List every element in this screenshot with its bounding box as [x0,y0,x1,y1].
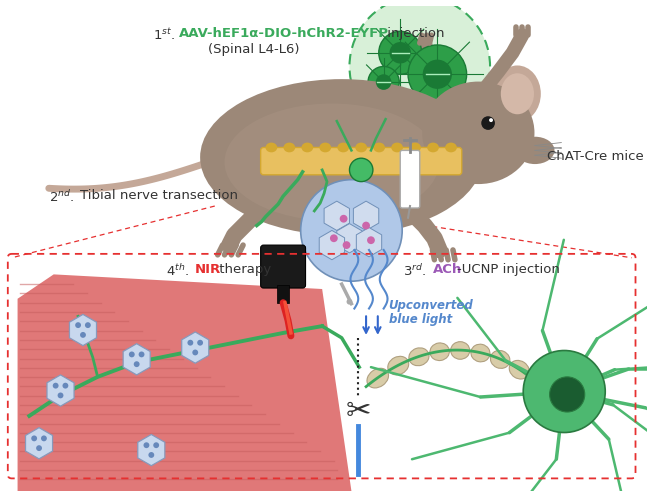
Ellipse shape [302,143,313,153]
Circle shape [300,180,402,281]
Circle shape [489,118,493,122]
Text: NIR: NIR [195,262,221,276]
Circle shape [149,452,154,458]
Ellipse shape [501,73,534,114]
Circle shape [367,236,375,244]
Ellipse shape [391,143,403,153]
Circle shape [188,340,194,345]
Circle shape [379,31,422,74]
Ellipse shape [225,103,440,221]
Circle shape [423,60,452,89]
Ellipse shape [509,360,529,379]
Text: 1$^{st}$.: 1$^{st}$. [153,27,177,43]
Circle shape [53,383,58,389]
Ellipse shape [409,348,429,366]
Ellipse shape [471,344,490,362]
Text: ACh: ACh [432,262,461,276]
Ellipse shape [430,343,450,360]
Text: ✂: ✂ [345,397,371,425]
Circle shape [192,349,198,355]
Circle shape [339,215,347,223]
FancyBboxPatch shape [261,245,306,288]
Polygon shape [18,274,351,491]
Circle shape [523,350,605,432]
Circle shape [347,299,353,305]
Circle shape [153,442,159,448]
Text: blue light: blue light [389,314,452,327]
Ellipse shape [200,79,483,235]
Text: 3$^{rd}$.: 3$^{rd}$. [403,262,428,278]
Circle shape [550,377,585,412]
FancyBboxPatch shape [400,151,420,208]
Text: AAV-hEF1α-DIO-hChR2-EYFP: AAV-hEF1α-DIO-hChR2-EYFP [178,27,389,40]
Ellipse shape [337,143,349,153]
Circle shape [349,0,490,137]
Text: Upconverted: Upconverted [389,299,473,312]
Circle shape [389,42,411,64]
Circle shape [62,383,68,389]
Circle shape [139,351,145,357]
Ellipse shape [355,143,367,153]
Text: 4$^{th}$.: 4$^{th}$. [166,262,190,278]
Circle shape [362,222,370,230]
Circle shape [75,322,81,328]
Text: -UCNP injection: -UCNP injection [457,262,560,276]
Text: (Spinal L4-L6): (Spinal L4-L6) [208,43,300,56]
Text: therapy: therapy [215,262,271,276]
FancyBboxPatch shape [277,285,289,303]
Ellipse shape [445,143,457,153]
Circle shape [368,67,399,98]
Circle shape [330,235,337,242]
Ellipse shape [367,368,389,388]
Circle shape [408,45,467,103]
Text: 2$^{nd}$.: 2$^{nd}$. [49,189,76,205]
Circle shape [129,351,135,357]
Ellipse shape [491,350,510,368]
Circle shape [85,322,91,328]
Ellipse shape [373,143,385,153]
Ellipse shape [427,143,439,153]
Circle shape [197,340,203,345]
Ellipse shape [320,143,331,153]
Ellipse shape [451,341,470,359]
Ellipse shape [515,137,554,164]
Circle shape [80,332,86,338]
Ellipse shape [494,66,541,122]
Circle shape [143,442,149,448]
Circle shape [343,241,351,249]
Circle shape [349,158,373,181]
Text: ChAT-Cre mice: ChAT-Cre mice [547,151,643,164]
Circle shape [134,361,140,367]
Circle shape [41,435,47,441]
Circle shape [31,435,37,441]
Text: Tibial nerve transection: Tibial nerve transection [80,189,238,202]
Circle shape [36,445,42,451]
FancyBboxPatch shape [261,148,461,175]
Ellipse shape [422,82,534,184]
Ellipse shape [388,356,408,375]
Ellipse shape [284,143,295,153]
Text: injection: injection [383,27,444,40]
Circle shape [376,74,391,90]
Circle shape [58,393,64,399]
Ellipse shape [409,143,421,153]
Ellipse shape [265,143,277,153]
Circle shape [481,116,495,130]
